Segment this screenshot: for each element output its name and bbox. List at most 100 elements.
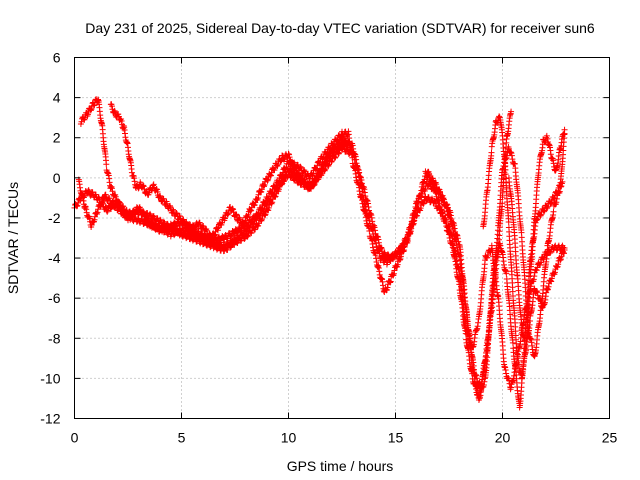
data-point: [237, 233, 244, 240]
data-point: [74, 202, 81, 209]
data-point: [140, 210, 147, 217]
data-point: [396, 256, 403, 263]
data-point: [280, 178, 287, 185]
data-point: [104, 208, 111, 215]
data-point: [550, 208, 557, 215]
data-point: [246, 225, 253, 232]
data-point: [315, 159, 322, 166]
data-point: [140, 209, 147, 216]
data-point: [537, 212, 544, 219]
data-point: [396, 251, 403, 258]
data-point: [277, 181, 284, 188]
data-point: [347, 148, 354, 155]
data-point: [439, 192, 446, 199]
data-point: [94, 209, 101, 216]
data-point: [229, 240, 236, 247]
data-point: [230, 230, 237, 237]
x-tick-label: 5: [178, 430, 186, 446]
data-point: [423, 197, 430, 204]
data-point: [263, 203, 270, 210]
axis-ticks: 0 5 10 15 20 25 -12 -10 -8 -6 -4 -2 0 2 4 6: [40, 50, 617, 446]
data-point: [473, 375, 480, 382]
data-point: [252, 226, 259, 233]
data-point: [271, 189, 278, 196]
data-point: [399, 244, 406, 251]
data-point: [259, 216, 266, 223]
data-point: [266, 198, 273, 205]
data-point: [407, 226, 414, 233]
data-point: [443, 205, 450, 212]
data-point: [241, 235, 248, 242]
data-point: [125, 211, 132, 218]
data-point: [334, 137, 341, 144]
data-point: [442, 201, 449, 208]
data-point: [561, 126, 568, 133]
data-point: [336, 150, 343, 157]
data-point: [401, 240, 408, 247]
data-point: [163, 227, 170, 234]
data-point: [234, 232, 241, 239]
data-point: [100, 195, 107, 202]
series-sat-1: [71, 108, 515, 404]
data-point: [328, 157, 335, 164]
data-point: [220, 236, 227, 243]
data-point: [413, 212, 420, 219]
data-point: [128, 212, 135, 219]
data-point: [332, 154, 339, 161]
data-point: [397, 248, 404, 255]
data-point: [401, 247, 408, 254]
x-axis-label: GPS time / hours: [287, 458, 394, 474]
y-tick-label: 2: [53, 130, 61, 146]
data-point: [253, 217, 260, 224]
data-point: [425, 194, 432, 201]
data-point: [544, 205, 551, 212]
data-point: [310, 170, 317, 177]
data-point: [158, 223, 165, 230]
data-point: [137, 219, 144, 226]
data-point: [400, 243, 407, 250]
data-point: [436, 188, 443, 195]
data-point: [90, 102, 97, 109]
data-point: [98, 201, 105, 208]
data-point: [300, 168, 307, 175]
chart-title: Day 231 of 2025, Sidereal Day-to-day VTE…: [85, 20, 595, 36]
data-point: [328, 159, 335, 166]
data-point: [391, 267, 398, 274]
data-point: [509, 339, 516, 346]
y-axis-label: SDTVAR / TECUs: [5, 182, 21, 294]
data-point: [281, 177, 288, 184]
data-point: [306, 175, 313, 182]
data-point: [298, 164, 305, 171]
data-point: [103, 161, 110, 168]
plot-frame: [74, 57, 610, 419]
data-point: [394, 261, 401, 268]
x-tick-label: 20: [495, 430, 511, 446]
data-point: [406, 230, 413, 237]
data-point: [443, 202, 450, 209]
data-point: [422, 186, 429, 193]
data-point: [440, 195, 447, 202]
data-point: [159, 224, 166, 231]
data-point: [255, 220, 262, 227]
data-point: [119, 205, 126, 212]
data-point: [264, 201, 271, 208]
data-point: [544, 203, 551, 210]
y-tick-label: 4: [53, 90, 61, 106]
data-point: [473, 372, 480, 379]
data-point: [243, 228, 250, 235]
y-tick-label: -2: [48, 210, 61, 226]
data-point: [331, 154, 338, 161]
data-point: [313, 166, 320, 173]
data-point: [429, 195, 436, 202]
data-point: [384, 251, 391, 258]
data-point: [446, 211, 453, 218]
data-point: [291, 177, 298, 184]
data-point: [508, 108, 515, 115]
data-point: [547, 199, 554, 206]
data-point: [88, 106, 95, 113]
data-point: [286, 169, 293, 176]
data-point: [244, 233, 251, 240]
data-point: [108, 183, 115, 190]
